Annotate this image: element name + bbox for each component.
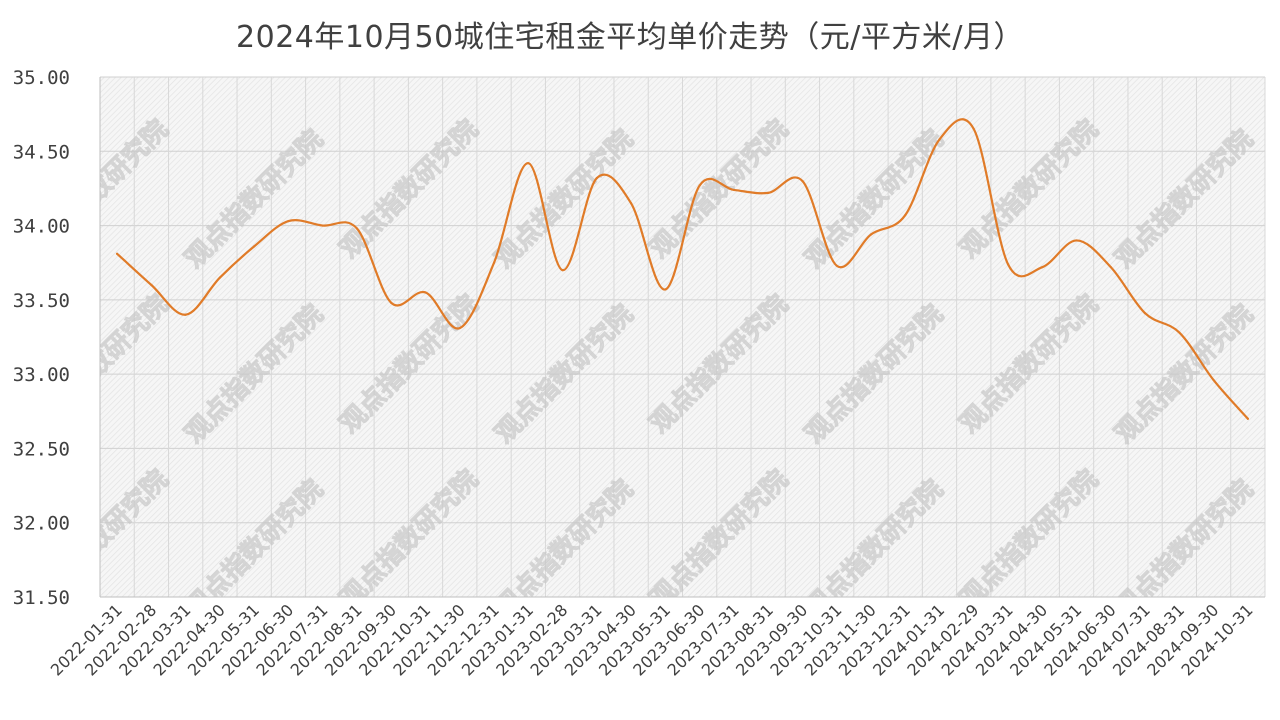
data-point (150, 283, 153, 287)
data-point (287, 220, 290, 223)
data-point (1006, 263, 1010, 266)
data-point (630, 202, 633, 205)
data-point (869, 233, 873, 236)
series-layer (116, 118, 1249, 420)
data-point (218, 276, 222, 279)
axes (99, 77, 1265, 598)
data-point (1246, 417, 1249, 420)
data-point (1041, 266, 1044, 269)
data-point (835, 264, 838, 267)
data-point (1143, 312, 1147, 315)
y-axis-ticks: 31.50 32.00 32.50 33.00 33.50 34.00 34.50 35.00 (13, 67, 70, 609)
data-point (1109, 266, 1112, 269)
y-tick-label: 33.00 (13, 364, 70, 386)
data-point (424, 291, 427, 294)
data-point (492, 261, 496, 264)
chart-title: 2024年10月50城住宅租金平均单价走势（元/平方米/月） (236, 20, 1024, 55)
data-point (938, 138, 941, 141)
x-axis-ticks: 2022-01-312022-02-282022-03-312022-04-30… (47, 600, 1257, 679)
data-point (116, 252, 119, 255)
y-tick-label: 32.00 (13, 513, 70, 535)
data-point (561, 269, 564, 272)
data-point (1178, 331, 1181, 334)
data-point (527, 162, 530, 165)
data-point (732, 188, 735, 192)
data-point (458, 326, 461, 330)
data-point (355, 227, 359, 230)
grid-lines (99, 76, 1266, 598)
y-tick-label: 33.50 (13, 290, 70, 312)
data-point (664, 288, 667, 291)
data-point (767, 191, 770, 194)
data-point (390, 301, 393, 304)
y-tick-label: 32.50 (13, 438, 70, 460)
data-point (1212, 378, 1215, 382)
y-tick-label: 31.50 (13, 587, 70, 609)
data-point (184, 313, 187, 316)
data-point (972, 127, 975, 131)
data-point (904, 214, 907, 217)
y-tick-label: 35.00 (13, 67, 70, 89)
y-tick-label: 34.00 (13, 216, 70, 238)
data-point (698, 184, 701, 187)
y-tick-label: 34.50 (13, 141, 70, 163)
data-point (253, 245, 256, 248)
data-point (321, 224, 324, 227)
data-point (595, 176, 598, 180)
data-point (801, 179, 804, 183)
data-point (1075, 239, 1078, 242)
